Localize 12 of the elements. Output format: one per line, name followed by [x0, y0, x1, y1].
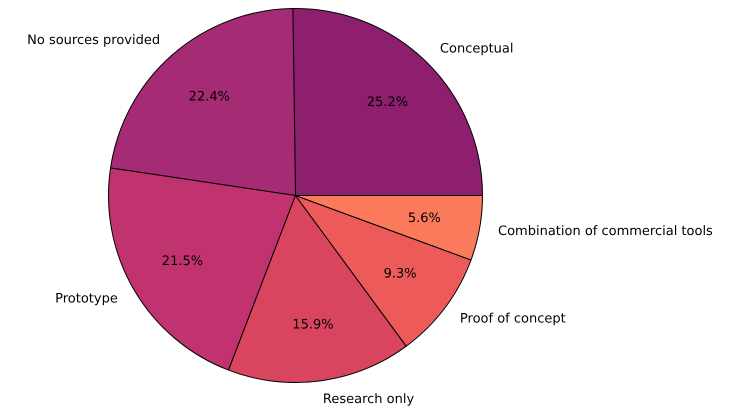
slice-label: Prototype [55, 292, 118, 307]
slice-label: Proof of concept [460, 312, 566, 327]
data-label: 22.4% [188, 89, 230, 104]
slice-label: Conceptual [440, 42, 514, 57]
data-label: 21.5% [162, 254, 204, 269]
data-label: 9.3% [384, 266, 417, 282]
data-label: 15.9% [292, 318, 334, 333]
data-label: 5.6% [408, 210, 441, 226]
slice-label: Combination of commercial tools [498, 224, 714, 240]
slice-label: Research only [322, 392, 414, 407]
slice-label: No sources provided [27, 33, 160, 48]
data-label: 25.2% [366, 94, 408, 110]
